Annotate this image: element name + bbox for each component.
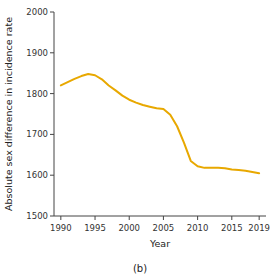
x-tick-label: 1990: [50, 223, 72, 233]
y-tick-label: 1900: [26, 48, 48, 58]
y-axis-label: Absolute sex difference in incidence rat…: [3, 17, 14, 211]
caption: (b): [133, 263, 147, 274]
y-tick: [50, 52, 54, 53]
y-tick: [50, 134, 54, 135]
x-axis-line: [54, 216, 266, 217]
y-tick: [50, 93, 54, 94]
x-tick-label: 1995: [84, 223, 106, 233]
x-tick: [231, 216, 232, 220]
x-tick: [259, 216, 260, 220]
y-tick: [50, 216, 54, 217]
y-tick-label: 1500: [26, 211, 48, 221]
y-tick-label: 1600: [26, 170, 48, 180]
x-tick: [95, 216, 96, 220]
x-tick-label: 2005: [153, 223, 175, 233]
x-tick-label: 2000: [118, 223, 140, 233]
y-tick-label: 2000: [26, 7, 48, 17]
y-tick: [50, 175, 54, 176]
chart: 1990 1995 2000 2005 2010 2015 2019 1500 1600 1700…: [0, 0, 280, 280]
y-axis-line: [54, 12, 55, 216]
x-tick: [197, 216, 198, 220]
plot-area: [61, 74, 259, 173]
y-tick-label: 1800: [26, 89, 48, 99]
x-tick: [129, 216, 130, 220]
x-tick: [60, 216, 61, 220]
x-axis-label: Year: [149, 238, 170, 249]
data-line: [61, 74, 259, 173]
y-tick-label: 1700: [26, 129, 48, 139]
x-tick-label: 2010: [187, 223, 209, 233]
y-tick: [50, 12, 54, 13]
x-tick-label: 2015: [221, 223, 243, 233]
x-tick-label: 2019: [248, 223, 270, 233]
x-tick: [163, 216, 164, 220]
